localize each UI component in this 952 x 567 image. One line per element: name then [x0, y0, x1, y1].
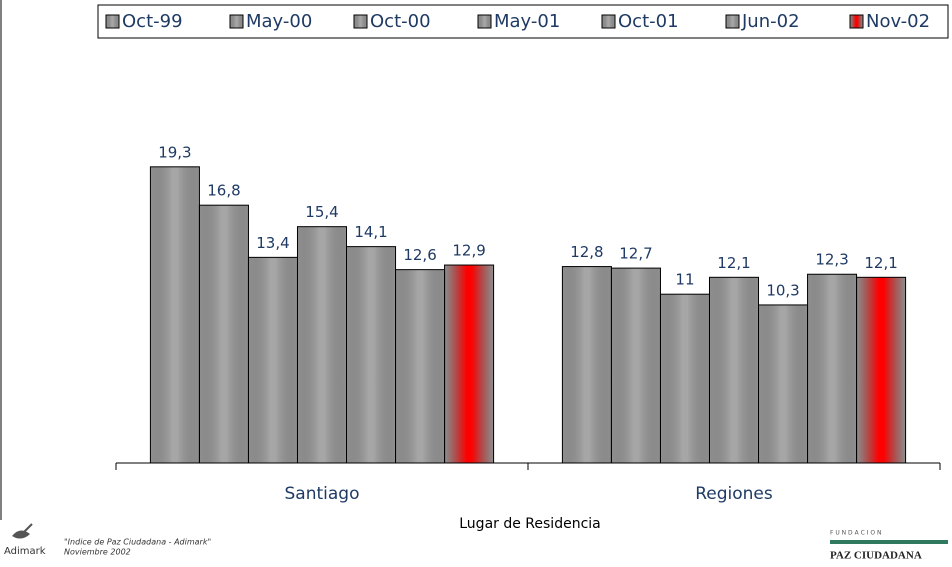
value-label: 12,3	[815, 251, 848, 269]
footer-bar	[830, 540, 948, 544]
value-label: 16,8	[207, 182, 240, 200]
bar	[856, 276, 907, 464]
footer-foundation: PAZ CIUDADANA	[830, 550, 922, 562]
bar	[708, 276, 760, 464]
value-label: 13,4	[256, 234, 289, 252]
legend-label: Oct-99	[122, 11, 183, 32]
footer-foundation-top: F U N D A C I O N	[830, 530, 881, 537]
bar	[610, 267, 661, 464]
footer-brand: Adimark	[4, 546, 46, 557]
legend-label: May-00	[246, 11, 312, 32]
legend-swatch	[849, 14, 864, 29]
legend-swatch	[725, 14, 740, 29]
bar	[758, 304, 809, 464]
bar	[149, 166, 200, 464]
value-label: 12,1	[717, 254, 750, 272]
legend-label: Nov-02	[866, 11, 930, 32]
value-label: 12,1	[864, 254, 897, 272]
legend-swatch	[229, 14, 244, 29]
x-tick-label: Santiago	[285, 484, 360, 504]
legend-label: May-01	[494, 11, 560, 32]
bar	[247, 256, 298, 464]
value-label: 14,1	[354, 223, 387, 241]
legend-label: Oct-00	[370, 11, 431, 32]
bar	[198, 204, 249, 464]
value-label: 10,3	[766, 281, 799, 299]
bar	[561, 266, 612, 464]
bar	[395, 269, 446, 464]
value-label: 12,6	[403, 246, 436, 264]
value-label: 12,9	[452, 242, 485, 260]
x-tick-label: Regiones	[695, 484, 773, 504]
footer-source: "Indice de Paz Ciudadana - Adimark"	[64, 538, 211, 547]
value-label: 12,8	[570, 243, 603, 261]
bar	[346, 246, 397, 464]
legend-label: Jun-02	[741, 11, 800, 32]
bar	[296, 226, 348, 464]
legend-swatch	[477, 14, 492, 29]
bar	[807, 273, 858, 464]
value-label: 15,4	[305, 203, 338, 221]
legend-box	[97, 4, 949, 39]
value-label: 19,3	[158, 143, 191, 161]
footer-date: Noviembre 2002	[64, 548, 131, 557]
legend-swatch	[601, 14, 616, 29]
legend-swatch	[105, 14, 120, 29]
value-label: 12,7	[619, 245, 652, 263]
legend-swatch	[353, 14, 368, 29]
bar	[659, 293, 710, 464]
x-axis-title: Lugar de Residencia	[459, 516, 600, 532]
bar	[444, 264, 495, 464]
legend-label: Oct-01	[618, 11, 679, 32]
logo-adimark	[12, 523, 33, 539]
value-label: 11	[675, 271, 694, 289]
